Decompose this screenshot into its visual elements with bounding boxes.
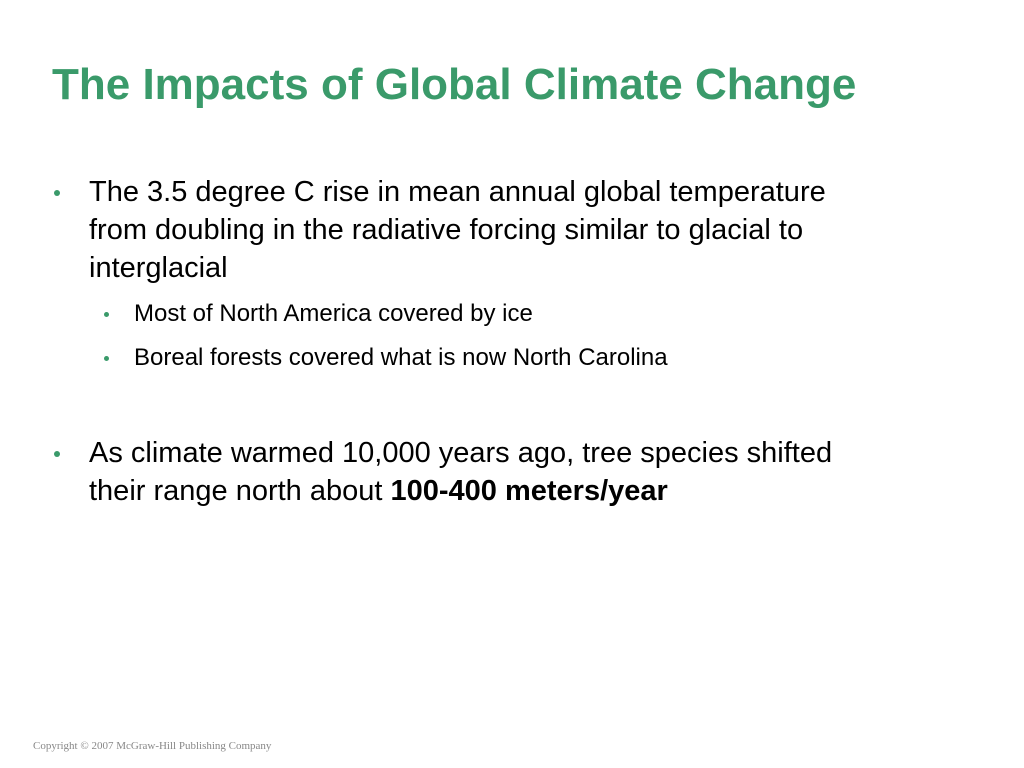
- bold-text: 100-400 meters/year: [390, 475, 668, 507]
- sub-bullet: Most of North America covered by ice: [104, 300, 533, 327]
- bullet: As climate warmed 10,000 years ago, tree…: [54, 434, 859, 510]
- bullet-text: As climate warmed 10,000 years ago, tree…: [89, 437, 833, 507]
- footer: Copyright © 2007 McGraw-Hill Publishing …: [33, 740, 272, 752]
- sub-bullet: Boreal forests covered what is now North…: [104, 344, 668, 371]
- slide-title: The Impacts of Global Climate Change: [52, 60, 857, 109]
- bullet: The 3.5 degree C rise in mean annual glo…: [54, 173, 859, 287]
